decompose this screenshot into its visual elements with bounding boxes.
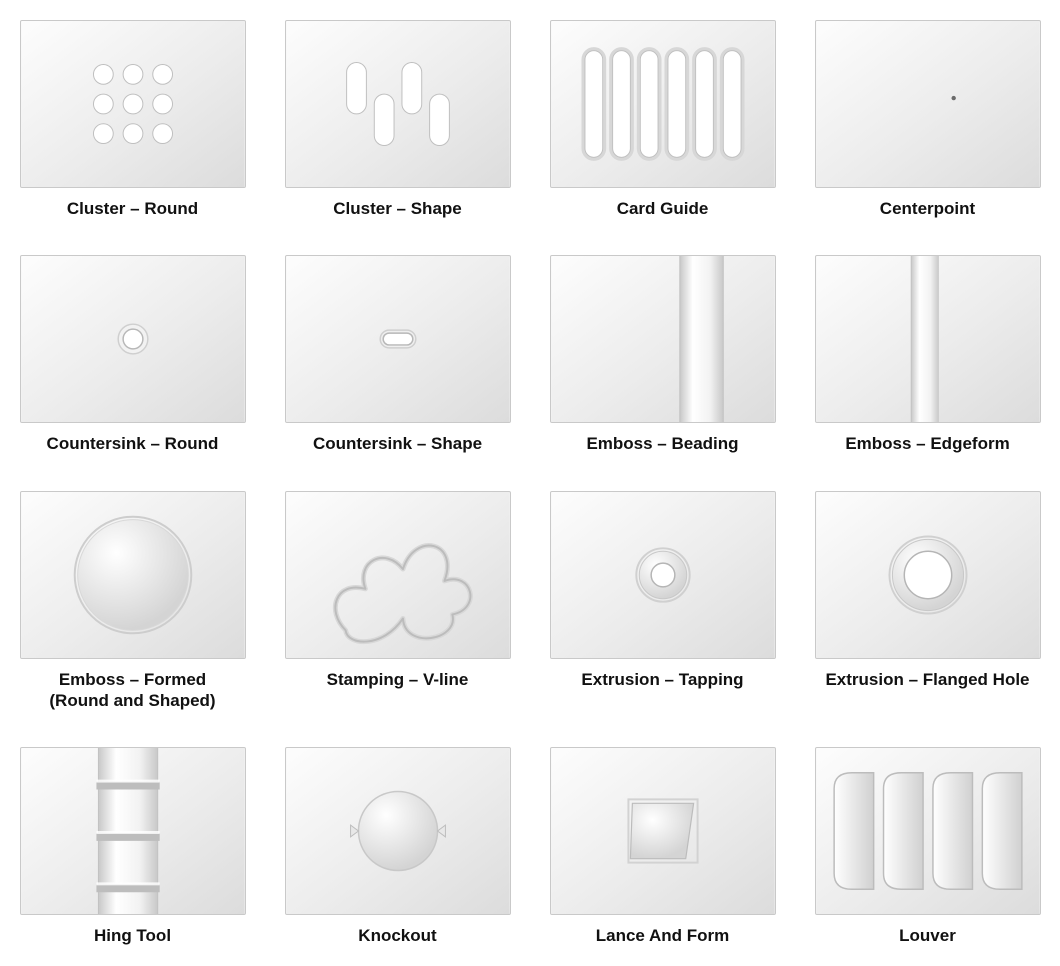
tool-label: Emboss – Edgeform bbox=[845, 433, 1009, 454]
tool-tile-centerpoint bbox=[815, 20, 1041, 188]
tool-label: Centerpoint bbox=[880, 198, 975, 219]
tool-cell-extrusion-tapping: Extrusion – Tapping bbox=[548, 491, 777, 712]
tool-tile-knockout bbox=[285, 747, 511, 915]
tool-cell-louver: Louver bbox=[813, 747, 1042, 946]
tool-label: Extrusion – Tapping bbox=[581, 669, 743, 690]
tool-tile-stamping-vline bbox=[285, 491, 511, 659]
tool-cell-extrusion-flanged: Extrusion – Flanged Hole bbox=[813, 491, 1042, 712]
tool-tile-extrusion-flanged bbox=[815, 491, 1041, 659]
tool-cell-card-guide: Card Guide bbox=[548, 20, 777, 219]
tool-label: Emboss – Formed(Round and Shaped) bbox=[49, 669, 215, 712]
tool-cell-knockout: Knockout bbox=[283, 747, 512, 946]
tool-tile-emboss-edgeform bbox=[815, 255, 1041, 423]
tool-tile-card-guide bbox=[550, 20, 776, 188]
tool-label: Cluster – Round bbox=[67, 198, 198, 219]
tool-tile-lance-and-form bbox=[550, 747, 776, 915]
tool-grid: Cluster – Round Cluster – Shape Card Guide… bbox=[18, 20, 1042, 946]
tool-label: Countersink – Shape bbox=[313, 433, 482, 454]
tool-cell-emboss-beading: Emboss – Beading bbox=[548, 255, 777, 454]
tool-tile-louver bbox=[815, 747, 1041, 915]
tool-tile-emboss-beading bbox=[550, 255, 776, 423]
tool-label: Lance And Form bbox=[596, 925, 730, 946]
tool-label: Louver bbox=[899, 925, 956, 946]
tool-cell-emboss-formed: Emboss – Formed(Round and Shaped) bbox=[18, 491, 247, 712]
tool-cell-countersink-round: Countersink – Round bbox=[18, 255, 247, 454]
tool-label: Cluster – Shape bbox=[333, 198, 462, 219]
tool-cell-centerpoint: Centerpoint bbox=[813, 20, 1042, 219]
tool-label: Extrusion – Flanged Hole bbox=[825, 669, 1029, 690]
tool-tile-hing-tool bbox=[20, 747, 246, 915]
tool-label: Hing Tool bbox=[94, 925, 171, 946]
tool-label: Stamping – V-line bbox=[327, 669, 469, 690]
tool-cell-cluster-shape: Cluster – Shape bbox=[283, 20, 512, 219]
tool-cell-countersink-shape: Countersink – Shape bbox=[283, 255, 512, 454]
tool-cell-cluster-round: Cluster – Round bbox=[18, 20, 247, 219]
tool-tile-cluster-round bbox=[20, 20, 246, 188]
tool-tile-extrusion-tapping bbox=[550, 491, 776, 659]
tool-cell-stamping-vline: Stamping – V-line bbox=[283, 491, 512, 712]
tool-cell-hing-tool: Hing Tool bbox=[18, 747, 247, 946]
tool-label: Card Guide bbox=[617, 198, 709, 219]
tool-label: Emboss – Beading bbox=[586, 433, 738, 454]
tool-tile-emboss-formed bbox=[20, 491, 246, 659]
tool-tile-countersink-shape bbox=[285, 255, 511, 423]
tool-cell-lance-and-form: Lance And Form bbox=[548, 747, 777, 946]
tool-cell-emboss-edgeform: Emboss – Edgeform bbox=[813, 255, 1042, 454]
tool-label: Knockout bbox=[358, 925, 436, 946]
tool-tile-countersink-round bbox=[20, 255, 246, 423]
tool-tile-cluster-shape bbox=[285, 20, 511, 188]
tool-label: Countersink – Round bbox=[47, 433, 219, 454]
